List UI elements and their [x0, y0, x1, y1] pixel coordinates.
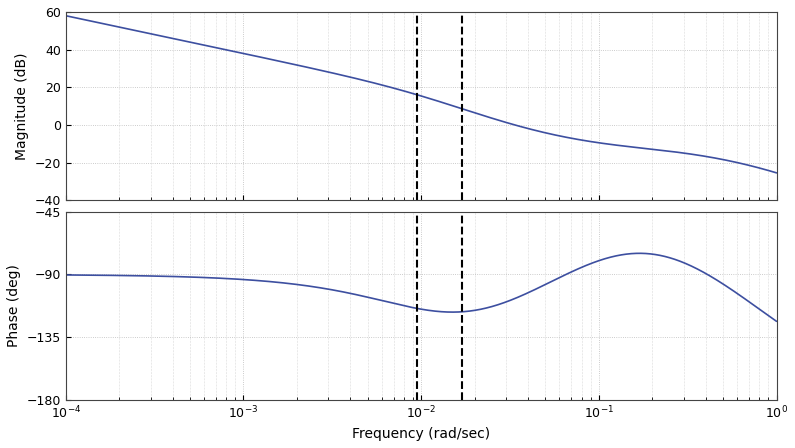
X-axis label: Frequency (rad/sec): Frequency (rad/sec) [352, 427, 491, 441]
Y-axis label: Magnitude (dB): Magnitude (dB) [15, 52, 29, 160]
Y-axis label: Phase (deg): Phase (deg) [7, 264, 21, 347]
